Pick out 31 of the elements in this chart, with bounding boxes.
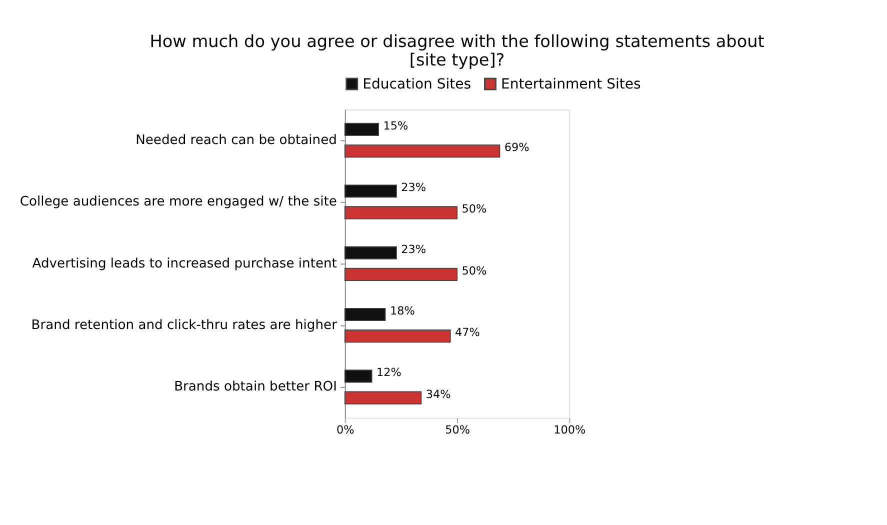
data-label: 23% <box>401 242 426 256</box>
bar <box>344 268 458 281</box>
legend-label: Entertainment Sites <box>500 76 641 93</box>
bar <box>344 370 372 383</box>
bar <box>344 391 422 404</box>
y-tick-label: Needed reach can be obtained <box>136 132 337 148</box>
x-tick-label: 100% <box>554 423 586 436</box>
data-label: 12% <box>376 366 402 380</box>
y-tick-label: College audiences are more engaged w/ the site <box>20 194 337 210</box>
y-tick-label: Brands obtain better ROI <box>174 380 337 395</box>
bar <box>344 246 397 260</box>
data-label: 23% <box>401 181 426 194</box>
data-label: 34% <box>426 388 452 401</box>
bar <box>344 122 380 136</box>
data-label: 47% <box>454 326 480 340</box>
bar <box>344 330 451 343</box>
x-tick-label: 50% <box>445 423 470 436</box>
data-label: 50% <box>462 202 487 216</box>
y-tick-label: Advertising leads to increased purchase intent <box>32 256 337 272</box>
y-tick-label: Brand retention and click-thru rates are higher <box>31 318 338 334</box>
bar <box>344 308 386 322</box>
bar <box>344 206 458 220</box>
data-label: 18% <box>390 304 416 318</box>
legend-label: Education Sites <box>362 76 472 93</box>
x-tick-label: 0% <box>336 423 355 436</box>
bar <box>344 184 397 198</box>
data-label: 50% <box>462 264 487 278</box>
data-label: 69% <box>504 141 530 154</box>
chart-title: How much do you agree or disagree with the following statements about [site type]? <box>150 30 765 70</box>
bar <box>344 144 500 158</box>
data-label: 15% <box>383 119 408 132</box>
